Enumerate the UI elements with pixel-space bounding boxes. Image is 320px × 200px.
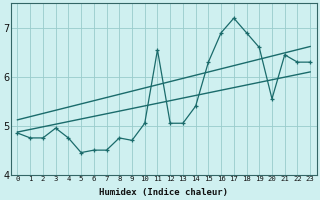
X-axis label: Humidex (Indice chaleur): Humidex (Indice chaleur): [99, 188, 228, 197]
